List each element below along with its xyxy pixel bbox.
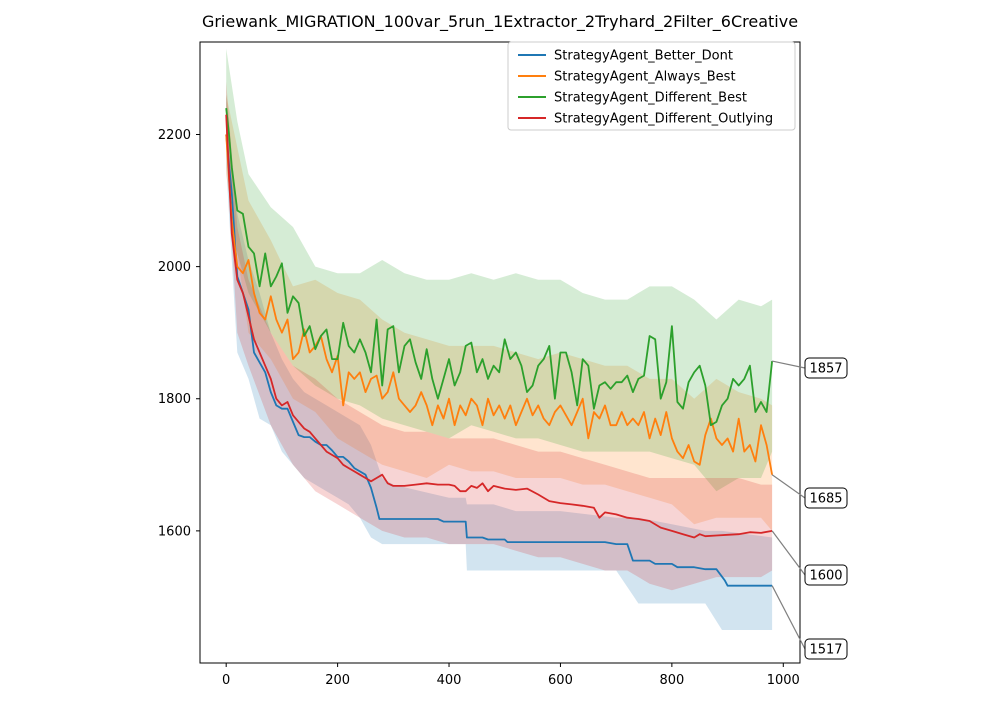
x-tick-label: 200 (325, 673, 350, 688)
callout-leader (771, 585, 806, 650)
callout-leader (772, 360, 806, 369)
x-tick-label: 1000 (767, 673, 800, 688)
band-strategyagent-better-dont (226, 94, 773, 630)
chart-title: Griewank_MIGRATION_100var_5run_1Extracto… (202, 12, 798, 32)
end-value-callouts: 1857 1685 1600 1517 (771, 357, 848, 660)
callout-box (804, 638, 848, 660)
band-strategyagent-different-outlying (226, 81, 773, 591)
legend-label: StrategyAgent_Different_Outlying (554, 112, 773, 127)
callout-value: 1685 (809, 492, 842, 507)
x-tick-label: 400 (437, 673, 462, 688)
callout-value: 1857 (809, 362, 842, 377)
y-tick-label: 1800 (158, 392, 191, 407)
series-line-strategyagent-better-dont (225, 134, 773, 587)
callout-leader (771, 530, 806, 576)
legend-label: StrategyAgent_Always_Best (554, 70, 736, 85)
legend: StrategyAgent_Better_Dont StrategyAgent_A… (507, 41, 796, 131)
plot-area-frame (199, 41, 801, 664)
callout-value: 1517 (809, 643, 842, 658)
y-tick-label: 1600 (158, 524, 191, 539)
series-line-strategyagent-different-best (225, 108, 773, 427)
legend-label: StrategyAgent_Different_Best (554, 91, 747, 106)
series-line-strategyagent-different-outlying (225, 114, 773, 539)
y-tick-label: 2000 (158, 260, 191, 275)
y-tick-label: 2200 (158, 128, 191, 143)
callout-leader (771, 474, 806, 499)
x-tick-label: 800 (659, 673, 684, 688)
confidence-bands (226, 48, 773, 630)
callout-box (804, 487, 848, 509)
series-lines (225, 108, 773, 587)
legend-box (507, 41, 796, 131)
callout-box (804, 357, 848, 379)
legend-label: StrategyAgent_Better_Dont (554, 49, 733, 64)
callout-box (804, 564, 848, 586)
x-tick-label: 0 (222, 673, 230, 688)
callout-value: 1600 (809, 569, 842, 584)
axis-ticks: 0 200 400 600 800 1000 1600 1800 2000 2200 (158, 128, 800, 688)
x-tick-label: 600 (548, 673, 573, 688)
